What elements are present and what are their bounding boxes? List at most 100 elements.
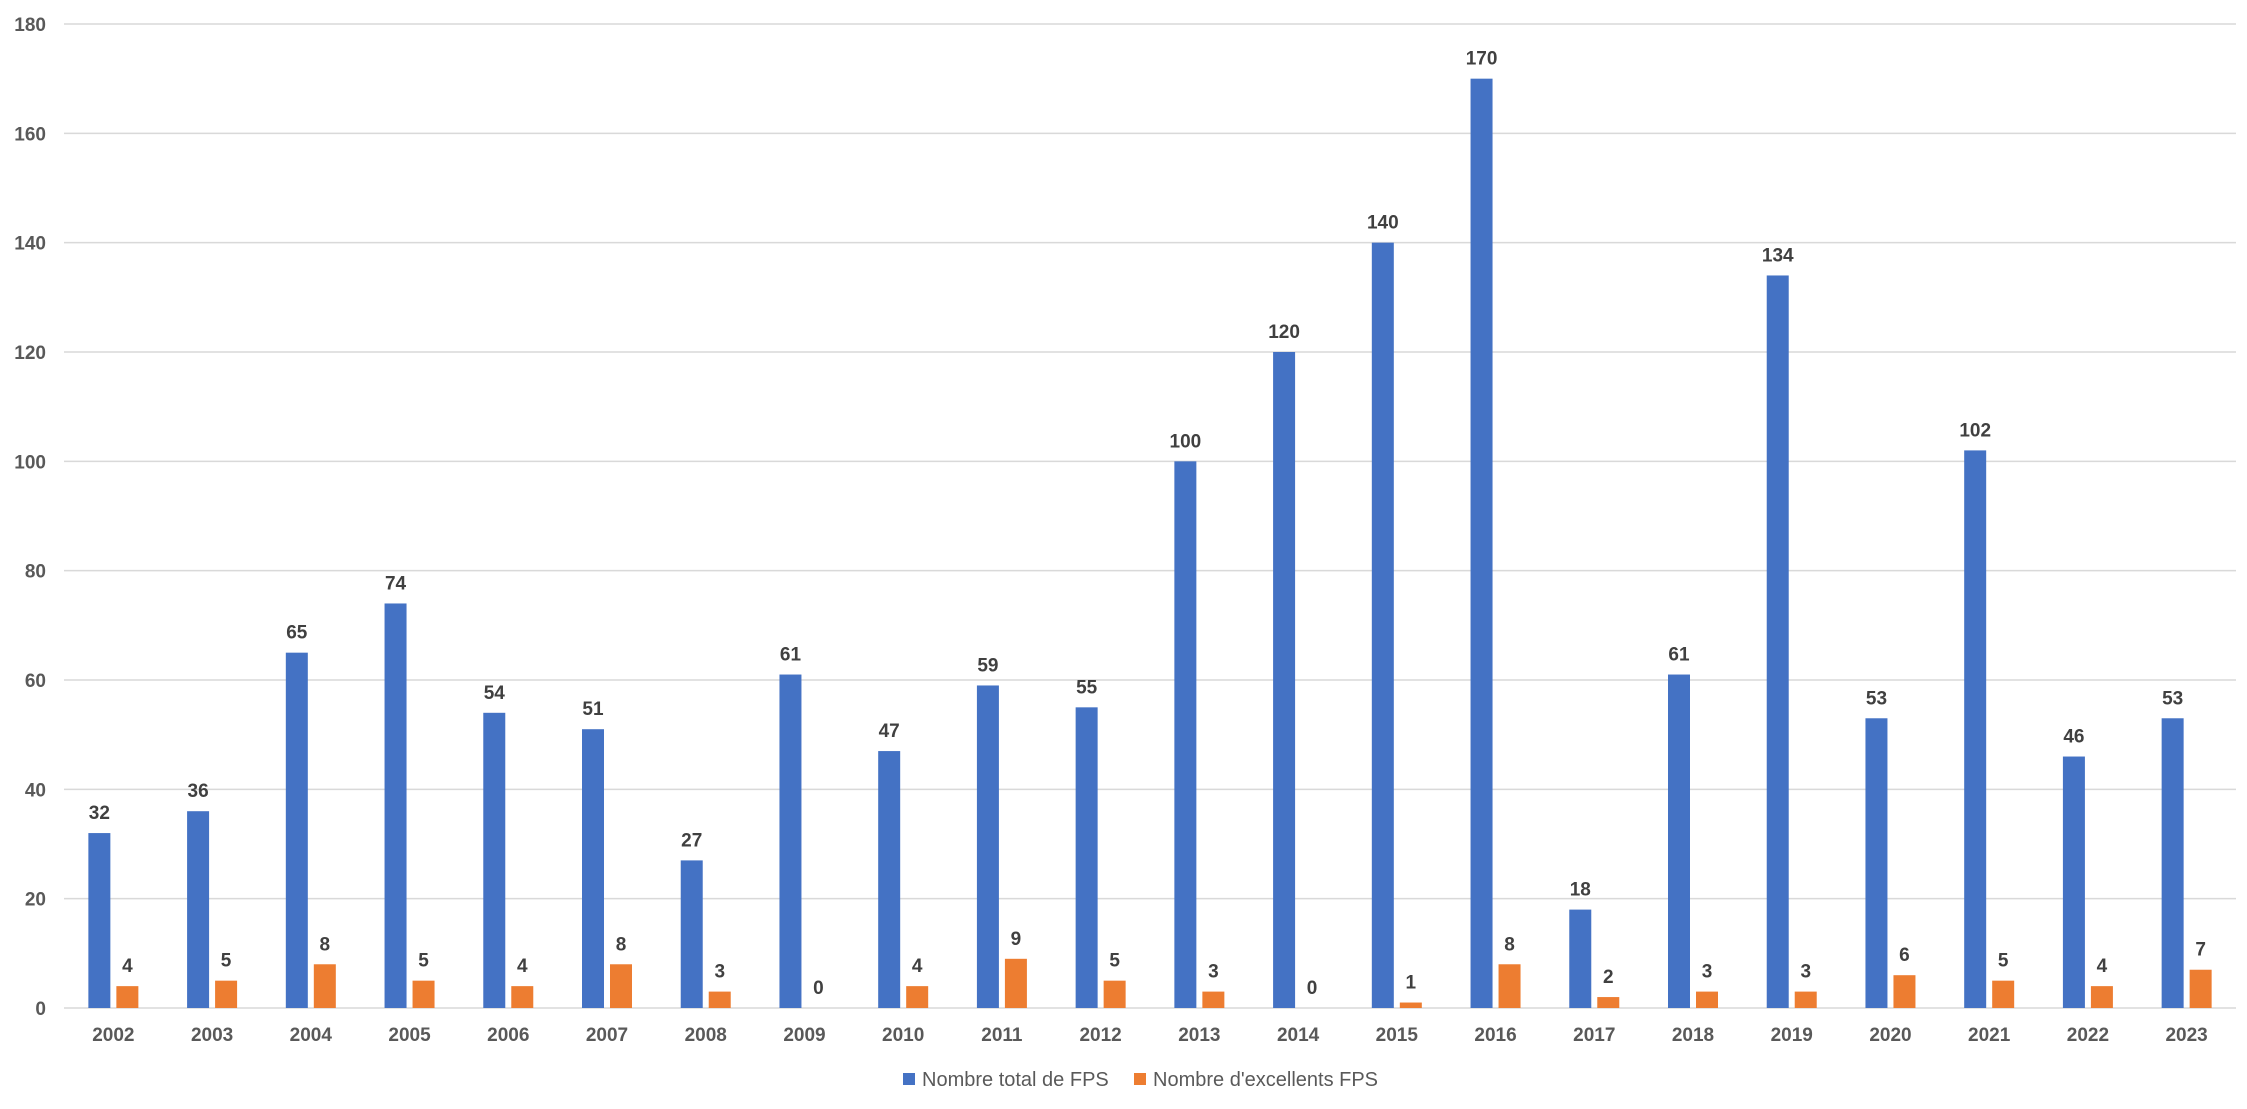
bar-total-fps[interactable]	[976, 685, 999, 1008]
bar-total-fps[interactable]	[779, 674, 802, 1008]
data-label: 6	[1899, 945, 1910, 966]
legend-label-total[interactable]: Nombre total de FPS	[922, 1069, 1109, 1091]
bar-total-fps[interactable]	[2062, 756, 2085, 1008]
bar-total-fps[interactable]	[1470, 78, 1493, 1008]
y-tick-label: 120	[14, 343, 46, 364]
bar-total-fps[interactable]	[187, 811, 210, 1008]
bar-total-fps[interactable]	[1569, 909, 1592, 1008]
bar-total-fps[interactable]	[384, 603, 407, 1008]
x-tick-label: 2005	[388, 1025, 431, 1046]
x-tick-label: 2011	[981, 1025, 1023, 1046]
bar-total-fps[interactable]	[1174, 461, 1197, 1008]
bar-excellent-fps[interactable]	[215, 980, 238, 1008]
data-labels: 3243656587455445182736104745995551003120…	[89, 49, 2206, 999]
bar-excellent-fps[interactable]	[1202, 991, 1225, 1008]
data-label: 8	[1504, 934, 1515, 955]
y-tick-label: 0	[35, 999, 46, 1020]
bar-total-fps[interactable]	[1371, 242, 1394, 1008]
bar-excellent-fps[interactable]	[906, 986, 929, 1008]
bar-excellent-fps[interactable]	[708, 991, 731, 1008]
x-tick-label: 2023	[2165, 1025, 2207, 1046]
y-tick-label: 60	[25, 671, 46, 692]
data-label: 4	[517, 956, 528, 977]
bar-excellent-fps[interactable]	[1893, 975, 1916, 1008]
bar-total-fps[interactable]	[483, 712, 506, 1008]
y-tick-label: 20	[25, 890, 46, 911]
bar-excellent-fps[interactable]	[1992, 980, 2015, 1008]
bar-excellent-fps[interactable]	[511, 986, 534, 1008]
bar-total-fps[interactable]	[680, 860, 703, 1008]
bar-excellent-fps[interactable]	[1004, 958, 1027, 1008]
bar-excellent-fps[interactable]	[1597, 997, 1620, 1008]
x-tick-label: 2012	[1079, 1025, 1121, 1046]
y-tick-label: 140	[14, 234, 46, 255]
data-label: 5	[1998, 951, 2009, 972]
bar-excellent-fps[interactable]	[116, 986, 139, 1008]
data-label: 5	[418, 951, 429, 972]
data-label: 54	[484, 683, 506, 704]
data-label: 7	[2195, 940, 2206, 961]
bar-total-fps[interactable]	[1865, 718, 1888, 1008]
bar-total-fps[interactable]	[1668, 674, 1690, 1008]
bar-excellent-fps[interactable]	[610, 964, 632, 1008]
data-label: 18	[1570, 880, 1591, 901]
data-label: 3	[1702, 962, 1713, 983]
bar-excellent-fps[interactable]	[1498, 964, 1521, 1008]
y-tick-label: 40	[25, 780, 46, 801]
legend-label-excellent[interactable]: Nombre d'excellents FPS	[1153, 1069, 1378, 1091]
bar-excellent-fps[interactable]	[1103, 980, 1126, 1008]
data-label: 51	[582, 699, 604, 720]
bar-excellent-fps[interactable]	[1794, 991, 1817, 1008]
x-tick-label: 2019	[1771, 1025, 1813, 1046]
y-tick-label: 180	[14, 15, 46, 36]
x-tick-label: 2002	[92, 1025, 134, 1046]
bar-excellent-fps[interactable]	[412, 980, 435, 1008]
x-tick-label: 2009	[783, 1025, 825, 1046]
data-label: 8	[320, 934, 331, 955]
bar-excellent-fps[interactable]	[1696, 991, 1718, 1008]
x-tick-label: 2004	[290, 1025, 333, 1046]
data-label: 59	[977, 655, 998, 676]
x-tick-label: 2007	[586, 1025, 628, 1046]
data-label: 53	[1866, 688, 1887, 709]
bar-total-fps[interactable]	[1964, 450, 1987, 1008]
bar-total-fps[interactable]	[2161, 718, 2184, 1008]
data-label: 46	[2063, 727, 2084, 748]
data-label: 134	[1762, 245, 1794, 266]
x-tick-label: 2015	[1376, 1025, 1419, 1046]
bar-total-fps[interactable]	[88, 833, 111, 1008]
data-label: 4	[912, 956, 923, 977]
bar-excellent-fps[interactable]	[2090, 986, 2113, 1008]
data-label: 36	[188, 781, 209, 802]
data-label: 5	[221, 951, 232, 972]
x-axis: 2002 2003 2004 2005 2006 2007 2008 2009 2010 2011…	[92, 1025, 2208, 1046]
legend-swatch-excellent	[1134, 1073, 1146, 1085]
bar-total-fps[interactable]	[582, 729, 604, 1008]
x-tick-label: 2022	[2067, 1025, 2109, 1046]
data-label: 74	[385, 573, 407, 594]
data-label: 65	[286, 623, 308, 644]
data-label: 3	[714, 962, 725, 983]
data-label: 61	[1668, 645, 1690, 666]
bar-excellent-fps[interactable]	[313, 964, 336, 1008]
bar-excellent-fps[interactable]	[2189, 969, 2212, 1008]
legend-swatch-total	[903, 1073, 915, 1085]
x-tick-label: 2006	[487, 1025, 529, 1046]
data-label: 0	[813, 978, 824, 999]
data-label: 170	[1466, 49, 1498, 70]
x-tick-label: 2017	[1573, 1025, 1615, 1046]
bar-excellent-fps[interactable]	[1399, 1002, 1422, 1008]
bar-total-fps[interactable]	[1273, 352, 1296, 1008]
data-label: 140	[1367, 213, 1399, 234]
x-tick-label: 2013	[1178, 1025, 1220, 1046]
y-axis: 0 20 40 60 80 100 120 140 160 180	[14, 15, 46, 1020]
bar-total-fps[interactable]	[878, 751, 901, 1008]
data-label: 4	[2097, 956, 2108, 977]
bar-total-fps[interactable]	[1766, 275, 1789, 1008]
data-label: 102	[1959, 420, 1991, 441]
data-label: 9	[1011, 929, 1022, 950]
data-label: 120	[1268, 322, 1300, 343]
bar-total-fps[interactable]	[285, 652, 308, 1008]
bar-total-fps[interactable]	[1075, 707, 1098, 1008]
